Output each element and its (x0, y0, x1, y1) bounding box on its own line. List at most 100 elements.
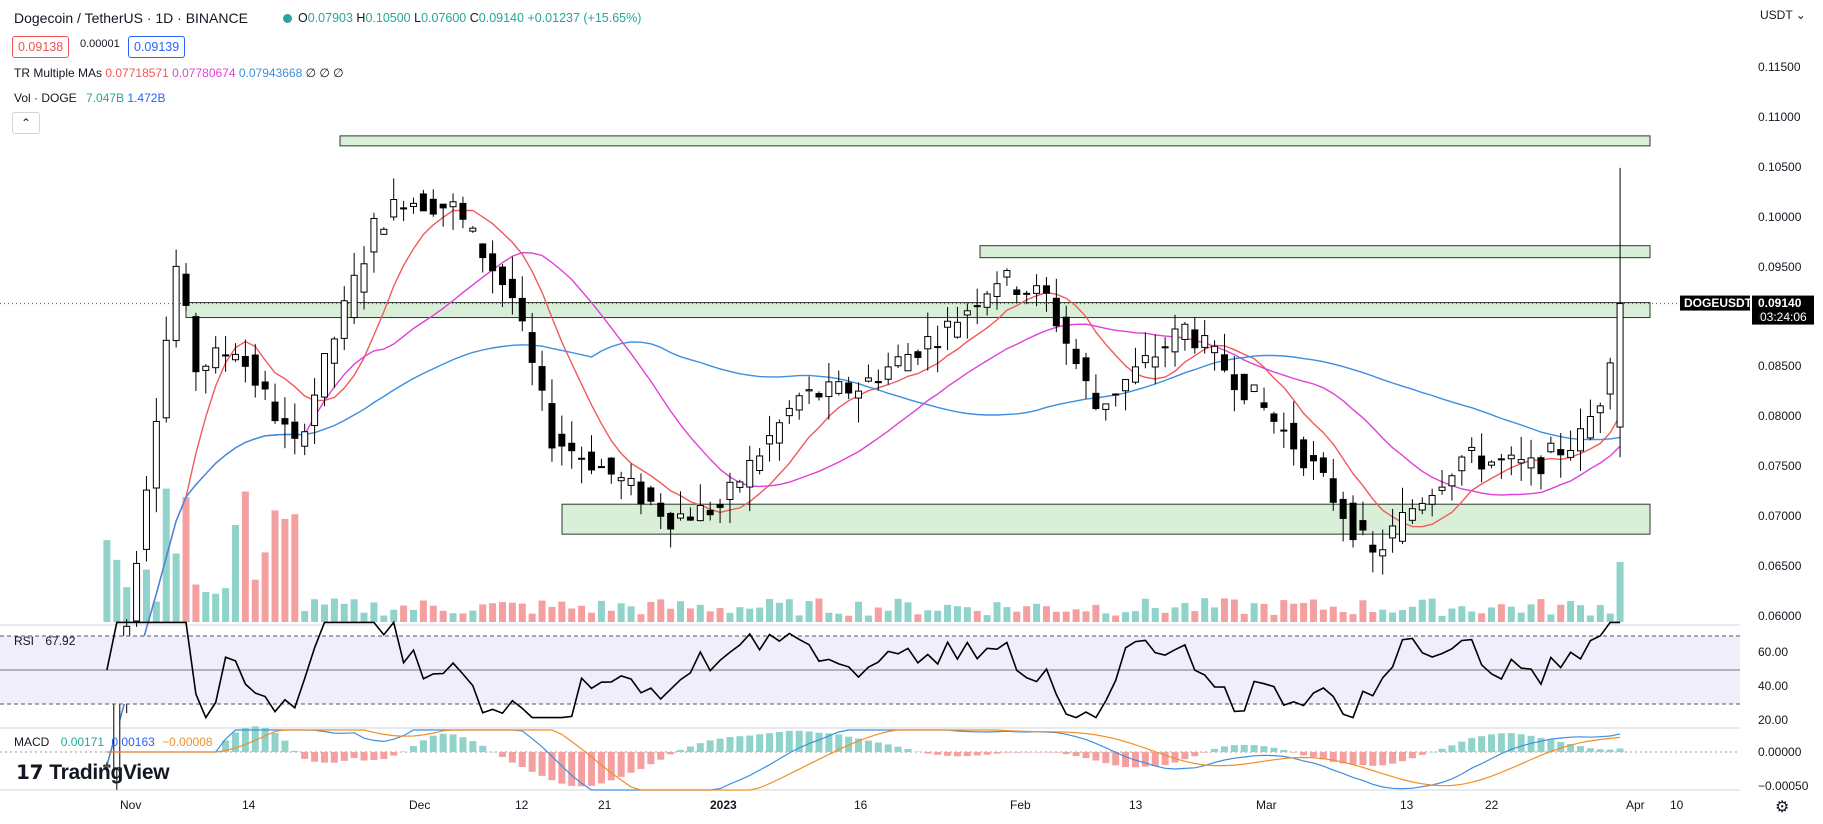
macd-histogram-bar (390, 752, 398, 756)
candle-body (508, 278, 516, 299)
candle (607, 457, 615, 484)
volume-bar (805, 601, 813, 622)
candle (142, 476, 150, 562)
price-tick-label: 0.08500 (1758, 359, 1802, 374)
ma-slow-value: 0.07943668 (238, 66, 303, 80)
volume-bar (1577, 605, 1585, 622)
candle-body (597, 466, 605, 469)
candle (508, 256, 516, 315)
candle-body (113, 694, 121, 769)
macd-signal-value: −0.00008 (162, 735, 213, 749)
volume-bar (1151, 608, 1159, 622)
volume-bar (1131, 611, 1139, 622)
candle-body (142, 489, 150, 550)
candle (212, 336, 220, 374)
volume-bar (429, 605, 437, 622)
candle-body (281, 418, 289, 425)
volume-bar (766, 599, 774, 622)
macd-histogram-bar (301, 752, 309, 759)
volume-bar (1339, 611, 1347, 622)
volume-bar (1369, 611, 1377, 622)
buy-button[interactable]: 0.09139 (128, 36, 186, 58)
candle-body (489, 253, 497, 272)
candle-body (1220, 354, 1228, 371)
volume-bar (864, 615, 872, 622)
macd-legend[interactable]: MACD 0.00171 0.00163 −0.00008 (14, 735, 213, 749)
macd-histogram-bar (568, 752, 576, 786)
candle (1220, 333, 1228, 373)
volume-bar (637, 614, 645, 622)
macd-histogram-bar (271, 732, 279, 752)
volume-bar (1606, 613, 1614, 622)
candle-body (1280, 429, 1288, 432)
candle (884, 352, 892, 385)
volume-bar (983, 615, 991, 622)
candle-body (1309, 455, 1317, 462)
candle (241, 339, 249, 383)
gear-icon[interactable]: ⚙ (1775, 799, 1790, 816)
sell-button[interactable]: 0.09138 (12, 36, 70, 58)
candle-body (686, 516, 694, 521)
macd-histogram-bar (1013, 752, 1021, 753)
volume-bar (904, 602, 912, 622)
candle (330, 336, 338, 388)
candle-body (1181, 323, 1189, 340)
macd-histogram-bar (874, 742, 882, 752)
price-tick-label: 0.07500 (1758, 459, 1802, 474)
candle-body (1300, 439, 1308, 469)
ma-legend[interactable]: TR Multiple MAs 0.07718571 0.07780674 0.… (14, 66, 344, 80)
volume-ma-value: 1.472B (127, 91, 166, 105)
macd-line-value: 0.00163 (111, 735, 155, 749)
candle (1478, 433, 1486, 483)
volume-bar (1260, 603, 1268, 622)
candle (1092, 374, 1100, 411)
volume-bar (1191, 611, 1199, 622)
candle-body (202, 365, 210, 371)
candle (766, 415, 774, 462)
candle-body (874, 381, 882, 384)
candle-body (1517, 459, 1525, 464)
ma-fast-line (106, 209, 1621, 766)
volume-bar (1082, 611, 1090, 622)
candle (1319, 452, 1327, 477)
candle-body (647, 487, 655, 502)
macd-histogram-bar (746, 735, 754, 752)
price-tick-label: 0.10500 (1758, 159, 1802, 174)
candle-body (835, 381, 843, 394)
volume-bar (212, 593, 220, 622)
volume-legend[interactable]: Vol · DOGE 7.047B 1.472B (14, 91, 165, 105)
candle (360, 246, 368, 310)
candle-body (409, 202, 417, 207)
volume-bar (578, 605, 586, 622)
macd-histogram-bar (1171, 752, 1179, 763)
candle (1488, 460, 1495, 469)
currency-selector[interactable]: USDT ⌄ (1760, 8, 1806, 22)
volume-bar (1359, 600, 1367, 622)
volume-bar (1171, 607, 1179, 622)
high-value: 0.10500 (365, 11, 411, 25)
macd-histogram-bar (1230, 745, 1238, 752)
macd-histogram-bar (459, 737, 467, 752)
candle-body (311, 394, 319, 427)
candle-body (864, 377, 872, 382)
candle-body (973, 305, 981, 308)
collapse-legend-button[interactable]: ⌃ (12, 112, 40, 134)
candle (815, 391, 823, 401)
symbol-title[interactable]: Dogecoin / TetherUS · 1D · BINANCE (14, 10, 248, 26)
candle-body (1537, 457, 1545, 475)
macd-histogram-bar (588, 752, 596, 786)
volume-bar (1023, 606, 1031, 622)
volume-bar (1062, 611, 1070, 622)
candle-body (449, 201, 457, 208)
candle-body (607, 457, 615, 475)
open-value: 0.07903 (307, 11, 353, 25)
macd-line (106, 729, 1621, 791)
candle-body (1072, 348, 1080, 365)
macd-histogram-bar (1389, 752, 1397, 764)
volume-bar (350, 599, 358, 622)
rsi-legend[interactable]: RSI 67.92 (14, 634, 75, 648)
candle-body (726, 481, 734, 500)
ohlc-readout: O0.07903 H0.10500 L0.07600 C0.09140 +0.0… (298, 11, 641, 25)
volume-bar (1319, 609, 1327, 622)
